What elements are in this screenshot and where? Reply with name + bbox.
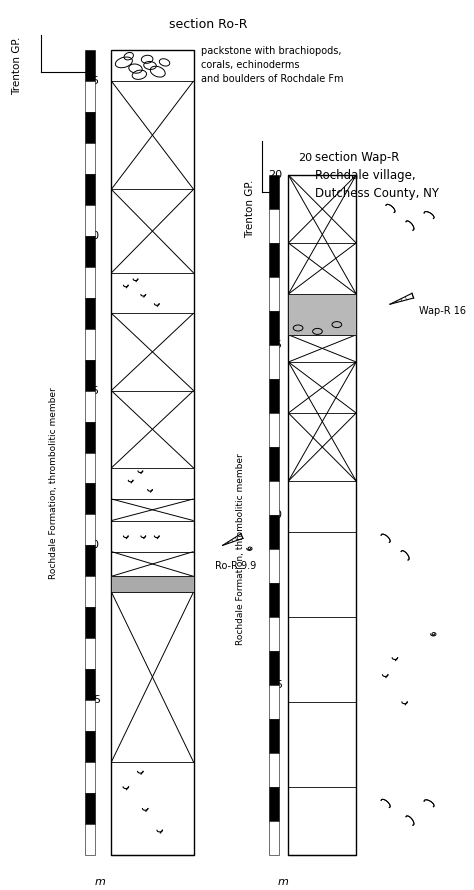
Bar [269, 209, 279, 243]
Bar [85, 732, 95, 762]
Bar [111, 50, 193, 855]
Text: Ro-R 9.9: Ro-R 9.9 [215, 561, 256, 570]
Bar [269, 481, 279, 515]
Text: 10: 10 [269, 510, 283, 520]
Bar [85, 762, 95, 793]
Bar [85, 824, 95, 855]
Text: Rochdale Formation, thrombolitic member: Rochdale Formation, thrombolitic member [236, 453, 245, 645]
Bar [85, 143, 95, 174]
Bar [269, 515, 279, 549]
Text: 15: 15 [86, 385, 100, 395]
Bar [269, 787, 279, 821]
Bar [85, 638, 95, 669]
Text: 10: 10 [86, 540, 100, 550]
Text: 15: 15 [269, 340, 283, 350]
Bar [269, 413, 279, 447]
Text: 20: 20 [86, 231, 100, 241]
Text: packstone with brachiopods,
corals, echinoderms
and boulders of Rochdale Fm: packstone with brachiopods, corals, echi… [201, 46, 344, 85]
Text: Trenton GP.: Trenton GP. [245, 180, 255, 239]
Bar [269, 719, 279, 753]
Bar [269, 379, 279, 413]
Bar [85, 700, 95, 732]
Text: Trenton GP.: Trenton GP. [12, 36, 22, 94]
Text: 5: 5 [93, 695, 100, 705]
Bar [85, 391, 95, 422]
Bar [85, 483, 95, 514]
Bar [85, 50, 95, 81]
Bar [269, 583, 279, 617]
Bar [85, 607, 95, 638]
Bar [269, 753, 279, 787]
Bar [85, 112, 95, 143]
Bar [85, 267, 95, 297]
Text: m: m [94, 877, 105, 887]
Bar [85, 360, 95, 391]
Bar [85, 297, 95, 328]
Bar [85, 793, 95, 824]
Bar [269, 243, 279, 277]
Text: 5: 5 [275, 680, 283, 690]
Bar [85, 205, 95, 236]
Bar [269, 345, 279, 379]
Bar [269, 175, 279, 209]
Text: 20: 20 [298, 153, 312, 163]
Bar [85, 546, 95, 577]
Bar [85, 514, 95, 546]
Bar [85, 174, 95, 205]
Bar [85, 452, 95, 483]
Text: m: m [277, 877, 288, 887]
Bar [269, 447, 279, 481]
Bar [111, 577, 193, 592]
Text: section Wap-R
Rochdale village,
Dutchess County, NY: section Wap-R Rochdale village, Dutchess… [315, 150, 438, 199]
Bar [85, 669, 95, 700]
Text: 25: 25 [86, 76, 100, 86]
Bar [269, 549, 279, 583]
Bar [269, 311, 279, 345]
Bar [288, 294, 356, 335]
Text: Wap-R 16: Wap-R 16 [419, 306, 466, 316]
Bar [269, 821, 279, 855]
Text: Rochdale Formation, thrombolitic member: Rochdale Formation, thrombolitic member [49, 387, 58, 579]
Bar [85, 328, 95, 360]
Bar [269, 277, 279, 311]
Bar [85, 577, 95, 607]
Bar [269, 651, 279, 685]
Text: 20: 20 [268, 170, 283, 180]
Bar [269, 685, 279, 719]
Bar [85, 422, 95, 452]
Bar [85, 81, 95, 112]
Bar [288, 175, 356, 855]
Bar [269, 617, 279, 651]
Bar [85, 236, 95, 267]
Text: section Ro-R: section Ro-R [169, 18, 247, 31]
